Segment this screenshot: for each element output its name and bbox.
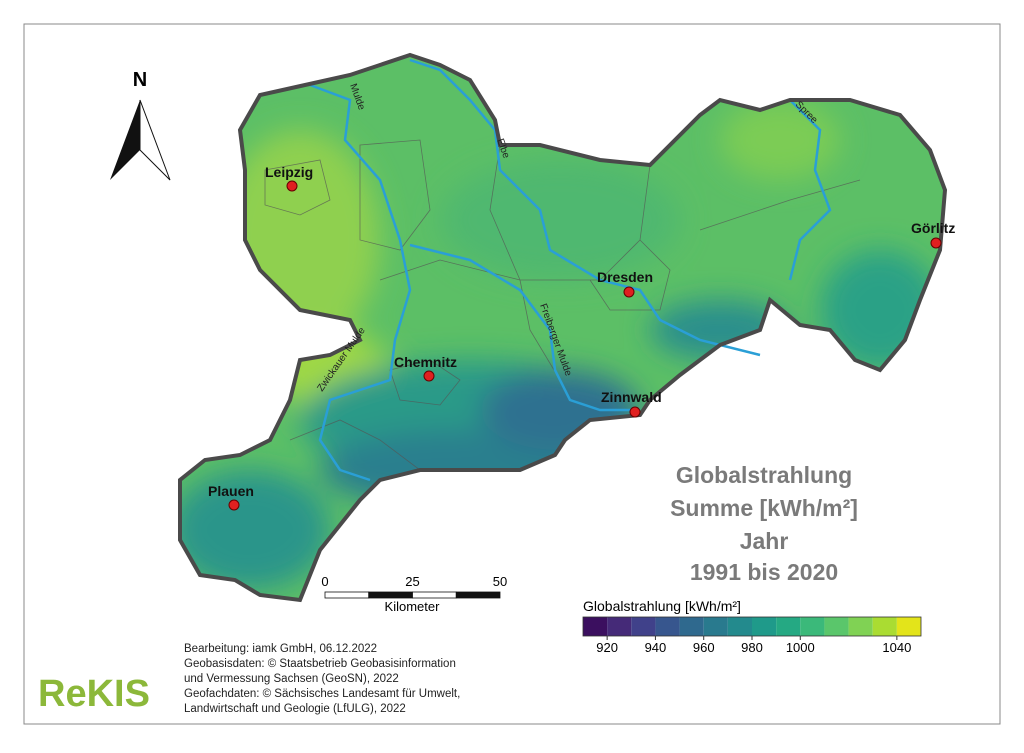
colorbar-cell [703, 617, 728, 636]
rivers [309, 58, 832, 482]
title-line: 1991 bis 2020 [690, 559, 838, 585]
scale-bar: Kilometer 0 25 50 [321, 574, 507, 614]
colorbar-cell [800, 617, 825, 636]
colorbar-tick-label: 920 [596, 640, 618, 655]
colorbar-cell [896, 617, 921, 636]
scale-tick-label: 0 [321, 574, 328, 589]
legend: Globalstrahlung [kWh/m²] 920 940 960 980 100… [582, 598, 922, 655]
colorbar-tick-label: 980 [741, 640, 763, 655]
scale-segment [455, 591, 501, 599]
colorbar-tick-label: 1000 [786, 640, 815, 655]
city-markers [228, 180, 942, 511]
city-label: Dresden [597, 269, 653, 285]
colorbar-cell [607, 617, 632, 636]
colorbar-cell [752, 617, 777, 636]
credit-line: Geobasisdaten: © Staatsbetrieb Geobasisi… [184, 658, 456, 670]
title-line: Summe [kWh/m²] [670, 495, 858, 521]
colorbar-cell [679, 617, 704, 636]
district-borders [264, 139, 861, 471]
title-line: Globalstrahlung [676, 462, 852, 488]
credit-line: Geofachdaten: © Sächsisches Landesamt fü… [184, 688, 460, 700]
north-label: N [133, 69, 147, 91]
city-label: Zinnwald [601, 389, 662, 405]
credit-line: Bearbeitung: iamk GmbH, 06.12.2022 [184, 643, 377, 655]
colorbar-tick-label: 960 [693, 640, 715, 655]
colorbar-cell [776, 617, 801, 636]
logo: ReKIS [38, 673, 150, 715]
scale-segment [324, 591, 370, 599]
credits: Bearbeitung: iamk GmbH, 06.12.2022 Geoba… [184, 643, 460, 715]
title-line: Jahr [740, 528, 789, 554]
scale-tick-label: 25 [405, 574, 419, 589]
city-label: Plauen [208, 483, 254, 499]
radiation-raster [180, 55, 945, 600]
city-label: Görlitz [911, 220, 955, 236]
colorbar-tick-label: 940 [645, 640, 667, 655]
colorbar-cell [872, 617, 897, 636]
colorbar-cell [824, 617, 849, 636]
colorbar-cell [583, 617, 608, 636]
legend-title: Globalstrahlung [kWh/m²] [583, 598, 741, 614]
colorbar-tick-label: 1040 [882, 640, 911, 655]
scale-segment [412, 591, 457, 599]
colorbar-cell [848, 617, 873, 636]
frame [23, 23, 1001, 725]
city-label: Chemnitz [394, 354, 457, 370]
scale-unit: Kilometer [385, 599, 441, 614]
colorbar-cell [631, 617, 656, 636]
colorbar-cell [727, 617, 752, 636]
city-label: Leipzig [265, 164, 313, 180]
north-arrow: N [110, 69, 171, 181]
credit-line: Landwirtschaft und Geologie (LfULG), 202… [184, 703, 406, 715]
scale-tick-label: 50 [493, 574, 507, 589]
credit-line: und Vermessung Sachsen (GeoSN), 2022 [184, 673, 399, 685]
scale-segment [368, 591, 413, 599]
colorbar-cell [655, 617, 680, 636]
